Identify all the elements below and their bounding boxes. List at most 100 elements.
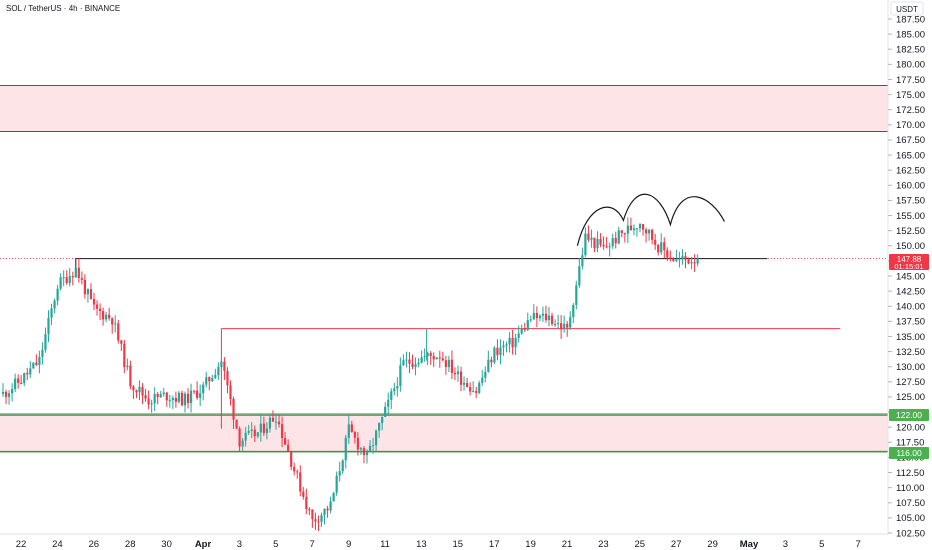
candle-body bbox=[50, 308, 53, 318]
price-tick-label: 130.00 bbox=[896, 362, 925, 373]
candle-body bbox=[323, 508, 326, 516]
candle-body bbox=[572, 304, 575, 318]
candle-body bbox=[71, 276, 74, 278]
price-tick-label: 142.50 bbox=[896, 286, 925, 297]
candle-body bbox=[466, 382, 469, 388]
candle-body bbox=[629, 225, 632, 231]
price-tick-label: 117.50 bbox=[896, 438, 924, 449]
candle-body bbox=[126, 365, 129, 368]
price-tick-label: 120.00 bbox=[896, 422, 925, 433]
candle-body bbox=[611, 237, 614, 247]
candle-body bbox=[326, 508, 329, 511]
candle-body bbox=[581, 255, 584, 267]
price-scale[interactable]: 187.50 185.00 182.50 180.00 177.50 175.00 172.… bbox=[888, 14, 925, 539]
price-tick-label: 170.00 bbox=[896, 120, 925, 131]
candle-body bbox=[447, 359, 450, 368]
candle-body bbox=[165, 392, 168, 401]
candle-body bbox=[83, 279, 86, 295]
time-tick-label: 27 bbox=[671, 539, 682, 550]
candle-body bbox=[171, 397, 174, 401]
price-tick-label: 185.00 bbox=[896, 29, 925, 40]
time-tick-label: 5 bbox=[819, 539, 824, 550]
time-tick-label: 25 bbox=[635, 539, 646, 550]
candle-body bbox=[414, 364, 417, 367]
supply-demand-zone-0[interactable] bbox=[0, 85, 888, 132]
candle-body bbox=[487, 359, 490, 372]
candle-body bbox=[253, 429, 256, 437]
time-tick-label: 17 bbox=[489, 539, 500, 550]
candle-body bbox=[114, 323, 117, 325]
candle-body bbox=[156, 393, 159, 398]
candle-body bbox=[111, 318, 114, 325]
candle-body bbox=[684, 256, 687, 260]
candle-body bbox=[362, 448, 366, 456]
currency-button[interactable]: USDT bbox=[890, 1, 924, 16]
candle-body bbox=[168, 400, 171, 402]
time-axis[interactable]: 22 24 26 28 30 Apr 3 5 7 9 11 13 15 17 19 21 23 25 27 29 May… bbox=[16, 539, 861, 550]
candle-body bbox=[654, 239, 657, 245]
candle-body bbox=[529, 319, 532, 321]
candle-body bbox=[560, 323, 563, 330]
price-tick-label: 187.50 bbox=[896, 14, 925, 25]
candle-body bbox=[359, 448, 363, 450]
candle-body bbox=[217, 366, 220, 376]
candle-body bbox=[341, 460, 344, 472]
candle-body bbox=[189, 390, 193, 404]
candle-body bbox=[274, 421, 278, 423]
candle-body bbox=[523, 328, 526, 331]
candle-body bbox=[135, 390, 138, 393]
price-tick-label: 172.50 bbox=[896, 105, 925, 116]
candle-body bbox=[678, 258, 681, 260]
candle-body bbox=[302, 491, 305, 497]
candle-body bbox=[481, 377, 484, 383]
candle-body bbox=[159, 394, 162, 398]
candle-body bbox=[350, 424, 353, 432]
candle-body bbox=[590, 237, 593, 240]
candle-body bbox=[526, 320, 529, 331]
candle-body bbox=[632, 228, 636, 231]
candle-body bbox=[193, 390, 196, 392]
price-tick-label: 125.00 bbox=[896, 392, 925, 403]
candle-body bbox=[262, 423, 265, 434]
candle-body bbox=[365, 451, 369, 456]
price-tick-label: 160.00 bbox=[896, 181, 925, 192]
supply-demand-zone-1[interactable] bbox=[0, 415, 888, 452]
time-tick-label: 5 bbox=[273, 539, 278, 550]
price-tick-label: 112.50 bbox=[896, 468, 924, 479]
candle-body bbox=[459, 371, 463, 385]
candle-body bbox=[450, 359, 454, 373]
time-tick-label: 3 bbox=[237, 539, 242, 550]
candle-body bbox=[578, 266, 581, 286]
time-tick-label: 30 bbox=[161, 539, 172, 550]
candle-body bbox=[244, 432, 247, 441]
candle-body bbox=[429, 353, 432, 357]
candle-body bbox=[123, 343, 126, 368]
time-tick-label: 28 bbox=[125, 539, 136, 550]
candle-body bbox=[520, 328, 523, 334]
candle-body bbox=[538, 315, 541, 319]
price-tick-label: 145.00 bbox=[896, 271, 925, 282]
time-tick-label: 24 bbox=[52, 539, 63, 550]
candle-body bbox=[290, 451, 293, 467]
head-and-shoulders-drawing[interactable] bbox=[576, 193, 725, 246]
candles-layer bbox=[1, 217, 699, 532]
candle-body bbox=[65, 277, 68, 284]
candle-body bbox=[623, 233, 626, 235]
candle-body bbox=[247, 431, 250, 433]
candle-body bbox=[453, 372, 457, 375]
candle-body bbox=[162, 392, 165, 395]
candle-body bbox=[23, 373, 26, 384]
zone-upper-value: 122.00 bbox=[896, 410, 922, 420]
price-tick-label: 152.50 bbox=[896, 226, 925, 237]
price-tick-label: 110.00 bbox=[896, 483, 924, 494]
candle-body bbox=[344, 437, 347, 461]
candle-body bbox=[620, 230, 623, 234]
price-tick-label: 157.50 bbox=[896, 196, 925, 207]
time-tick-label: 15 bbox=[453, 539, 464, 550]
candle-body bbox=[508, 337, 511, 345]
candle-body bbox=[305, 496, 308, 509]
candle-body bbox=[614, 237, 617, 244]
candle-body bbox=[547, 315, 551, 321]
candle-body bbox=[635, 228, 639, 230]
